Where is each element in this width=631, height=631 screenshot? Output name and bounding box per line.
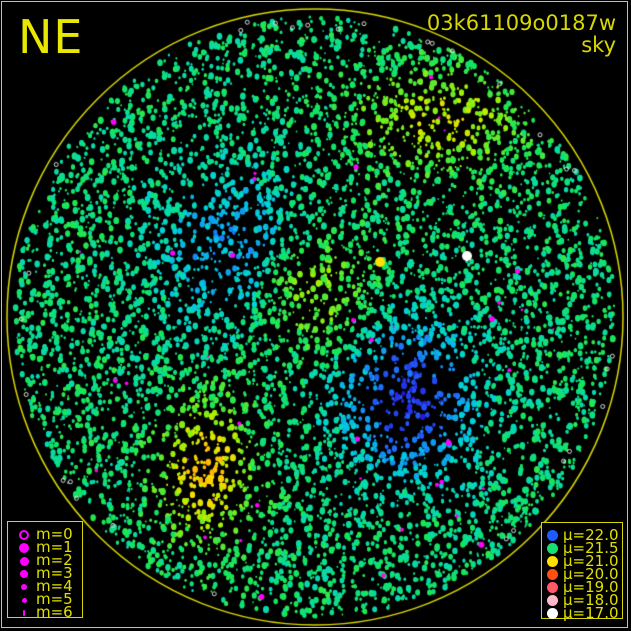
star-size-icon <box>19 543 29 553</box>
color-swatch-icon <box>547 569 558 580</box>
color-swatch-icon <box>547 543 558 554</box>
magnitude-label: m=3 <box>36 564 73 582</box>
magnitude-legend-item: m=0 <box>8 525 82 543</box>
brightness-label: μ=21.5 <box>563 539 619 557</box>
star-size-icon <box>19 556 29 566</box>
magnitude-legend-item: m=5 <box>8 590 82 608</box>
direction-label: NE <box>18 10 84 64</box>
magnitude-label: m=4 <box>36 577 73 595</box>
star-size-icon <box>21 584 27 590</box>
brightness-legend: μ=22.0 μ=21.5 μ=21.0 μ=20.0 μ=19.0 μ=18.0 μ=17… <box>541 522 623 622</box>
brightness-label: μ=22.0 <box>563 526 619 544</box>
magnitude-label: m=0 <box>36 525 73 543</box>
magnitude-legend-item: m=4 <box>8 577 82 595</box>
magnitude-label: m=1 <box>36 538 73 556</box>
star-size-icon <box>22 610 25 616</box>
brightness-legend-item: μ=19.0 <box>542 578 622 596</box>
frame-title: 03k61109o0187w sky <box>427 12 616 56</box>
brightness-legend-item: μ=18.0 <box>542 591 622 609</box>
mode-label: sky <box>581 33 616 57</box>
magnitude-legend-item: m=2 <box>8 551 82 569</box>
magnitude-legend-item: m=1 <box>8 538 82 556</box>
brightness-legend-item: μ=22.0 <box>542 526 622 544</box>
color-swatch-icon <box>547 595 558 606</box>
color-swatch-icon <box>547 582 558 593</box>
color-swatch-icon <box>547 530 558 541</box>
brightness-label: μ=18.0 <box>563 591 619 609</box>
brightness-label: μ=17.0 <box>563 604 619 622</box>
brightness-legend-item: μ=21.5 <box>542 539 622 557</box>
brightness-label: μ=20.0 <box>563 565 619 583</box>
brightness-legend-item: μ=21.0 <box>542 552 622 570</box>
brightness-label: μ=19.0 <box>563 578 619 596</box>
brightness-legend-item: μ=17.0 <box>542 604 622 622</box>
frame-id: 03k61109o0187w <box>426 11 616 35</box>
brightness-legend-item: μ=20.0 <box>542 565 622 583</box>
magnitude-label: m=6 <box>36 603 73 621</box>
brightness-label: μ=21.0 <box>563 552 619 570</box>
star-size-icon <box>21 597 27 603</box>
magnitude-legend-item: m=6 <box>8 603 82 621</box>
magnitude-label: m=5 <box>36 590 73 608</box>
star-size-icon <box>20 570 28 578</box>
magnitude-legend: m=0 m=1 m=2 m=3 m=4 m=5 m=6 <box>7 521 83 621</box>
color-swatch-icon <box>547 608 558 619</box>
magnitude-legend-item: m=3 <box>8 564 82 582</box>
star-size-icon <box>19 530 29 540</box>
magnitude-label: m=2 <box>36 551 73 569</box>
color-swatch-icon <box>547 556 558 567</box>
